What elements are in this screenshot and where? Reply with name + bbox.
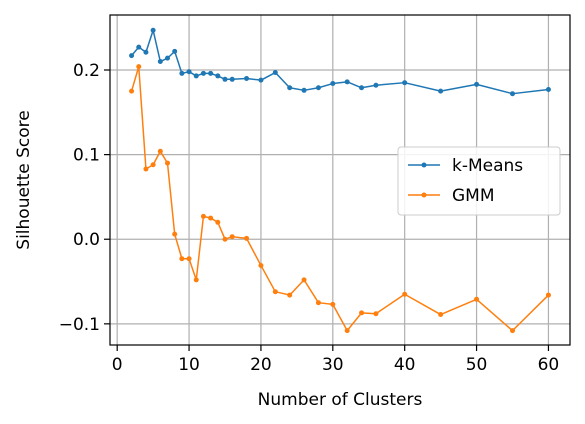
data-point: [402, 80, 408, 86]
data-point: [244, 75, 250, 81]
legend-box: [397, 146, 561, 216]
data-point: [402, 291, 408, 297]
y-tick-label: 0.2: [73, 61, 100, 81]
data-point: [258, 77, 264, 83]
y-tick-label: 0.0: [73, 230, 100, 250]
data-point: [315, 85, 321, 91]
legend-label: k-Means: [452, 156, 523, 176]
data-point: [165, 55, 170, 61]
data-point: [287, 85, 293, 91]
data-point: [301, 87, 307, 93]
axis-ticks: 0 10 20 30 40 50 60 −0.1 0.0 0.1 0.2: [59, 61, 560, 375]
data-point: [272, 289, 278, 295]
legend-item: k-Means: [408, 156, 523, 176]
data-point: [510, 91, 515, 97]
data-point: [143, 166, 149, 172]
data-point: [193, 73, 199, 79]
data-point: [510, 328, 515, 334]
data-point: [150, 27, 156, 33]
data-point: [301, 277, 307, 283]
data-point: [373, 311, 379, 317]
data-point: [272, 70, 278, 76]
data-point: [359, 310, 365, 316]
data-point: [222, 76, 228, 82]
x-tick-label: 0: [112, 355, 123, 375]
plot-series: [129, 27, 551, 334]
data-point: [200, 70, 206, 76]
legend-marker: [421, 162, 427, 168]
data-point: [179, 256, 185, 262]
data-point: [136, 64, 142, 70]
y-tick-label: −0.1: [59, 315, 100, 335]
legend: k-Means GMM: [397, 146, 561, 216]
data-point: [143, 49, 149, 55]
x-axis-label: Number of Clusters: [258, 390, 423, 410]
legend-item: GMM: [408, 186, 495, 206]
data-point: [172, 48, 178, 54]
data-point: [215, 73, 221, 79]
data-point: [208, 215, 214, 221]
data-point: [359, 85, 365, 91]
data-point: [157, 148, 163, 154]
data-point: [438, 88, 444, 94]
data-point: [157, 59, 163, 65]
data-point: [474, 81, 480, 87]
data-point: [344, 328, 350, 334]
data-point: [193, 277, 199, 283]
data-point: [208, 70, 214, 76]
plot-frame: [109, 14, 571, 346]
series-gmm: [129, 64, 551, 334]
data-point: [165, 160, 170, 166]
data-point: [258, 262, 264, 268]
x-tick-label: 30: [322, 355, 344, 375]
x-tick-label: 50: [466, 355, 488, 375]
data-point: [545, 86, 551, 92]
data-point: [287, 292, 293, 298]
data-point: [129, 88, 135, 94]
legend-marker: [421, 192, 427, 198]
data-point: [150, 162, 156, 168]
series-k-means: [129, 27, 551, 97]
data-point: [215, 219, 221, 225]
x-tick-label: 10: [178, 355, 200, 375]
data-point: [330, 301, 336, 307]
data-point: [438, 312, 444, 318]
data-point: [200, 213, 206, 219]
data-point: [129, 53, 135, 59]
data-point: [186, 69, 192, 75]
data-point: [244, 235, 250, 241]
data-point: [172, 231, 178, 237]
y-axis-label: Silhouette Score: [14, 110, 34, 249]
data-point: [229, 234, 235, 240]
data-point: [222, 236, 228, 242]
data-point: [186, 256, 192, 262]
x-tick-label: 60: [538, 355, 560, 375]
data-point: [330, 81, 336, 87]
data-point: [136, 44, 142, 50]
data-point: [229, 76, 235, 82]
legend-label: GMM: [452, 186, 495, 206]
x-tick-label: 20: [250, 355, 272, 375]
y-tick-label: 0.1: [73, 146, 100, 166]
data-point: [373, 82, 379, 88]
data-point: [474, 296, 480, 302]
data-point: [344, 79, 350, 85]
data-point: [315, 300, 321, 306]
data-point: [179, 70, 185, 76]
data-point: [545, 292, 551, 298]
x-tick-label: 40: [394, 355, 416, 375]
